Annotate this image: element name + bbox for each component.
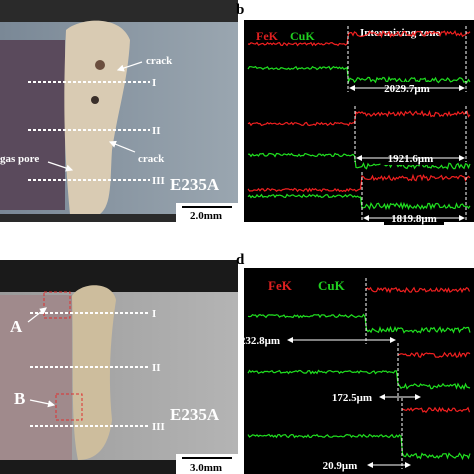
trace [247,193,471,211]
trace [247,29,471,47]
legend: CuK [290,29,315,43]
marker-label: B [14,389,25,408]
annotation: gas pore [0,153,39,165]
trace [247,369,471,391]
trace [247,433,471,461]
dimension-label: 2029.7μm [384,83,430,95]
dimension-label: 172.5μm [332,392,372,404]
line-label: I [152,308,156,320]
dimension-label: 232.8μm [240,335,280,347]
dimension-label: 1921.6μm [388,153,434,165]
dimension-label: 1819.8μm [391,213,437,225]
panel-c: A B I II III E235A 3.0mm [0,260,238,474]
zone-label: Intermixing zone [360,27,440,39]
line-label: III [152,421,165,433]
line-label: II [152,125,161,137]
scale-bar: 2.0mm [190,210,222,222]
trace [247,65,471,85]
trace [247,109,471,127]
trace [365,286,471,294]
panel-d [244,268,474,474]
marker-label: A [10,317,23,336]
annotation: crack [138,153,165,165]
trace [248,152,471,170]
trace [401,406,471,414]
line-label: I [152,77,156,89]
panel-b [244,20,474,222]
legend: FeK [256,29,279,43]
line-label: II [152,362,161,374]
annotation: crack [146,55,173,67]
trace [397,351,471,358]
panel-label: d [236,252,245,268]
legend: CuK [318,278,346,293]
trace [247,173,471,193]
traces [247,29,471,461]
panel-label: b [236,2,244,18]
material-label: E235A [170,175,220,194]
legend: FeK [268,278,293,293]
panel-a: crack crack gas pore I II III E235A 2.0m… [0,0,238,222]
material-label: E235A [170,405,220,424]
dimension-label: 20.9μm [323,460,358,472]
dimensions: 2029.7μm 1921.6μm 1819.8μm 232.8μm 172.5μm 20… [240,26,467,472]
line-label: III [152,175,165,187]
trace [247,313,471,334]
scale-bar: 3.0mm [190,462,222,474]
